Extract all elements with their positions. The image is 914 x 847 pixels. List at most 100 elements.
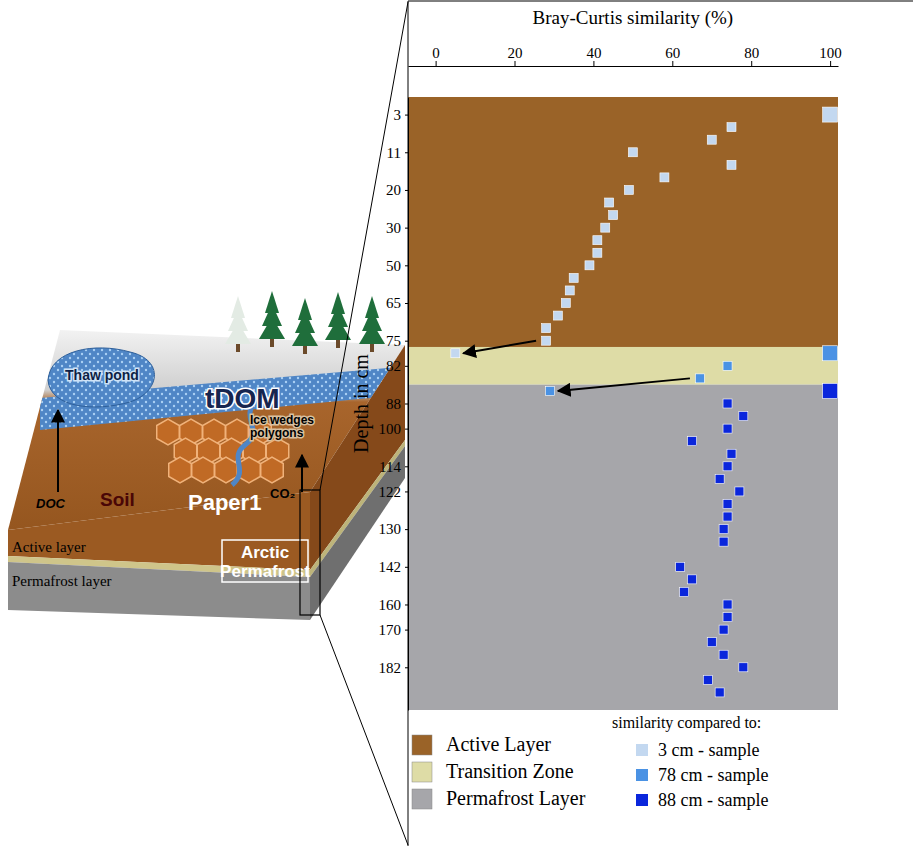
x-axis-line bbox=[409, 66, 839, 67]
diagram-label: ArcticPermafrost bbox=[220, 543, 310, 581]
point bbox=[561, 299, 570, 308]
thaw-pond-shape bbox=[48, 348, 154, 407]
x-tick-label: 60 bbox=[665, 45, 680, 61]
series-points bbox=[546, 346, 838, 396]
series-points bbox=[451, 107, 838, 358]
point bbox=[707, 638, 716, 647]
y-axis: 3112030506575828810011412213014216017018… bbox=[379, 98, 409, 711]
point bbox=[660, 173, 669, 182]
zoom-box bbox=[300, 490, 320, 615]
y-tick-mark bbox=[405, 265, 408, 266]
panel-edge bbox=[408, 1, 913, 2]
y-tick-label: 65 bbox=[386, 295, 401, 311]
legend-swatch bbox=[412, 789, 432, 809]
point bbox=[605, 198, 614, 207]
x-tick-mark bbox=[593, 61, 594, 66]
doc-arrow bbox=[57, 410, 59, 492]
diagram-label: Ice wedgespolygons bbox=[250, 413, 314, 440]
y-tick: 65 bbox=[386, 295, 408, 311]
x-tick-label: 0 bbox=[432, 45, 440, 61]
y-tick-mark bbox=[405, 529, 408, 530]
point bbox=[719, 650, 728, 659]
y-tick-label: 3 bbox=[394, 107, 402, 123]
point bbox=[585, 261, 594, 270]
arrow bbox=[463, 341, 536, 354]
x-tick-mark bbox=[751, 61, 752, 66]
legend-swatch bbox=[412, 735, 432, 755]
panel-edge bbox=[408, 1, 409, 846]
x-tick: 100 bbox=[819, 45, 842, 66]
diagram-label: Active layer bbox=[12, 539, 86, 555]
y-tick-mark bbox=[405, 404, 408, 405]
ice-wedge-polygon bbox=[261, 457, 284, 483]
y-tick-label: 82 bbox=[386, 358, 401, 374]
y-tick-label: 142 bbox=[379, 559, 402, 575]
y-tick-mark bbox=[405, 429, 408, 430]
point bbox=[695, 374, 704, 383]
legend-swatch bbox=[412, 762, 432, 782]
y-axis-line bbox=[408, 98, 409, 711]
ice-wedge-polygon bbox=[192, 457, 215, 483]
y-tick: 20 bbox=[386, 182, 408, 198]
point bbox=[707, 135, 716, 144]
point bbox=[715, 688, 724, 697]
y-tick: 182 bbox=[379, 660, 409, 676]
point bbox=[723, 361, 732, 370]
point bbox=[723, 399, 732, 408]
y-tick-label: 11 bbox=[387, 145, 401, 161]
y-tick-label: 160 bbox=[379, 597, 402, 613]
legend-label: Transition Zone bbox=[446, 760, 574, 782]
point bbox=[542, 336, 551, 345]
chart-title: Bray-Curtis similarity (%) bbox=[533, 7, 734, 29]
y-axis-title: Depth in cm bbox=[350, 354, 373, 453]
point bbox=[723, 462, 732, 471]
point bbox=[680, 587, 689, 596]
point bbox=[688, 575, 697, 584]
zone-band bbox=[408, 97, 838, 347]
y-tick: 170 bbox=[379, 622, 409, 638]
y-tick: 50 bbox=[386, 258, 408, 274]
legend-marker bbox=[636, 744, 648, 756]
diagram-label: Permafrost layer bbox=[12, 573, 112, 589]
legend-label: Permafrost Layer bbox=[446, 787, 586, 810]
x-tick: 40 bbox=[586, 45, 601, 66]
point bbox=[727, 123, 736, 132]
x-tick-label: 20 bbox=[508, 45, 523, 61]
y-tick-mark bbox=[405, 491, 408, 492]
y-tick-mark bbox=[405, 228, 408, 229]
point bbox=[719, 537, 728, 546]
zoom-line bbox=[320, 615, 408, 845]
point bbox=[451, 349, 460, 358]
point bbox=[719, 625, 728, 634]
x-tick: 20 bbox=[508, 45, 523, 66]
point bbox=[823, 346, 838, 361]
point bbox=[715, 474, 724, 483]
y-tick-label: 88 bbox=[386, 396, 401, 412]
point bbox=[546, 386, 555, 395]
point bbox=[723, 512, 732, 521]
point bbox=[823, 107, 838, 122]
legend-marker bbox=[636, 769, 648, 781]
x-tick-label: 80 bbox=[744, 45, 759, 61]
y-tick-mark bbox=[405, 152, 408, 153]
x-tick: 80 bbox=[744, 45, 759, 66]
x-tick: 60 bbox=[665, 45, 680, 66]
y-tick: 3 bbox=[394, 107, 409, 123]
point bbox=[723, 424, 732, 433]
zones bbox=[408, 97, 838, 710]
point bbox=[593, 236, 602, 245]
y-tick-label: 122 bbox=[379, 484, 402, 500]
y-tick-label: 50 bbox=[386, 258, 401, 274]
x-tick-mark bbox=[515, 61, 516, 66]
y-tick: 88 bbox=[386, 396, 408, 412]
y-tick: 82 bbox=[386, 358, 408, 374]
point bbox=[609, 211, 618, 220]
point bbox=[553, 311, 562, 320]
point bbox=[739, 412, 748, 421]
point bbox=[624, 185, 633, 194]
y-tick-mark bbox=[405, 190, 408, 191]
tree-crown bbox=[365, 296, 379, 318]
tree-crown bbox=[265, 291, 279, 313]
point bbox=[823, 383, 838, 398]
y-tick-label: 75 bbox=[386, 333, 401, 349]
